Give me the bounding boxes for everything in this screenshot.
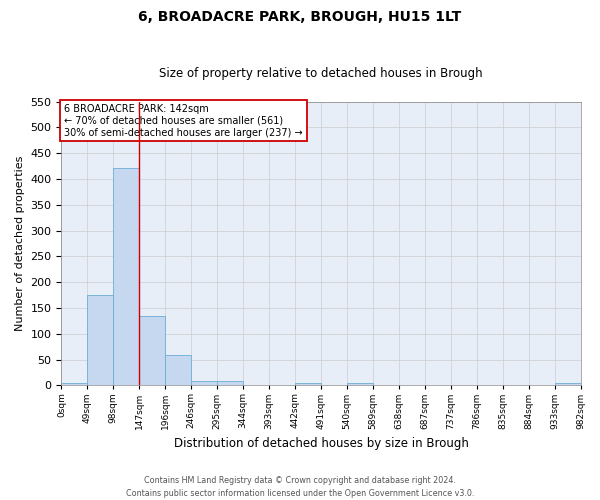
Bar xyxy=(347,383,373,386)
Bar xyxy=(165,356,191,386)
Bar xyxy=(217,381,243,386)
Title: Size of property relative to detached houses in Brough: Size of property relative to detached ho… xyxy=(159,66,483,80)
Bar xyxy=(88,295,113,386)
Text: Contains HM Land Registry data © Crown copyright and database right 2024.
Contai: Contains HM Land Registry data © Crown c… xyxy=(126,476,474,498)
Bar xyxy=(554,384,581,386)
Bar xyxy=(191,380,217,386)
Bar xyxy=(139,316,165,386)
Bar xyxy=(113,168,139,386)
Bar xyxy=(295,384,321,386)
Bar xyxy=(61,383,88,386)
Y-axis label: Number of detached properties: Number of detached properties xyxy=(15,156,25,331)
Text: 6, BROADACRE PARK, BROUGH, HU15 1LT: 6, BROADACRE PARK, BROUGH, HU15 1LT xyxy=(139,10,461,24)
Bar xyxy=(243,385,269,386)
X-axis label: Distribution of detached houses by size in Brough: Distribution of detached houses by size … xyxy=(173,437,469,450)
Text: 6 BROADACRE PARK: 142sqm
← 70% of detached houses are smaller (561)
30% of semi-: 6 BROADACRE PARK: 142sqm ← 70% of detach… xyxy=(64,104,302,138)
